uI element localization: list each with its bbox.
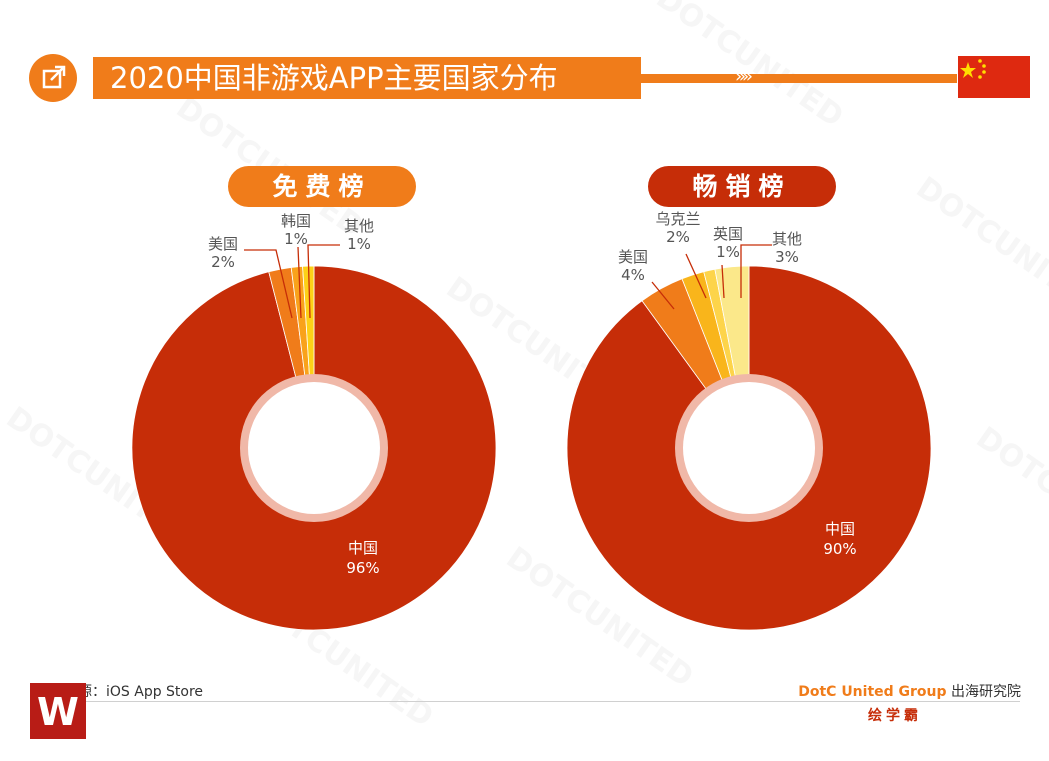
donut-hole xyxy=(683,382,815,514)
leader-line xyxy=(721,264,725,299)
slice-value: 2% xyxy=(211,253,235,271)
leader-line xyxy=(307,244,340,319)
slice-value: 3% xyxy=(775,248,799,266)
leader-line xyxy=(740,244,772,298)
org-credit: DotC United Group 出海研究院 xyxy=(798,681,1021,701)
share-icon xyxy=(29,54,77,102)
slice-value: 4% xyxy=(621,266,645,284)
chevron-decoration: »» xyxy=(735,66,753,87)
slice-value: 1% xyxy=(284,230,308,248)
org-suffix: 出海研究院 xyxy=(946,684,1021,700)
leader-line xyxy=(297,246,302,319)
slice-label: 韩国 xyxy=(281,212,311,230)
slice-value: 1% xyxy=(347,235,371,253)
donut-hole xyxy=(248,382,380,514)
leader-line xyxy=(651,281,675,310)
slice-label: 英国 xyxy=(713,225,743,243)
china-flag-icon xyxy=(958,56,1030,98)
leader-line xyxy=(685,253,707,299)
logo-caption: 绘学霸 xyxy=(868,708,922,724)
title-bar xyxy=(93,57,641,99)
slice-value: 1% xyxy=(716,243,740,261)
slice-label: 中国 xyxy=(825,520,855,538)
slice-label: 乌克兰 xyxy=(655,210,700,228)
logo: W xyxy=(30,683,86,739)
title-underline xyxy=(641,74,957,83)
slice-value: 90% xyxy=(823,540,856,558)
org-brand: DotC United Group xyxy=(798,684,947,700)
slice-value: 2% xyxy=(666,228,690,246)
logo-letter: W xyxy=(37,690,79,734)
slice-label: 美国 xyxy=(618,248,648,266)
page-title: 2020中国非游戏APP主要国家分布 xyxy=(110,61,558,95)
slice-value: 96% xyxy=(346,559,379,577)
leader-line xyxy=(244,249,293,319)
chart-title-free: 免费榜 xyxy=(228,166,416,207)
slice-label: 美国 xyxy=(208,235,238,253)
footer-divider xyxy=(36,701,1020,702)
slice-label: 中国 xyxy=(348,539,378,557)
chart-title-grossing: 畅销榜 xyxy=(648,166,836,207)
slice-label: 其他 xyxy=(772,230,802,248)
slice-label: 其他 xyxy=(344,217,374,235)
